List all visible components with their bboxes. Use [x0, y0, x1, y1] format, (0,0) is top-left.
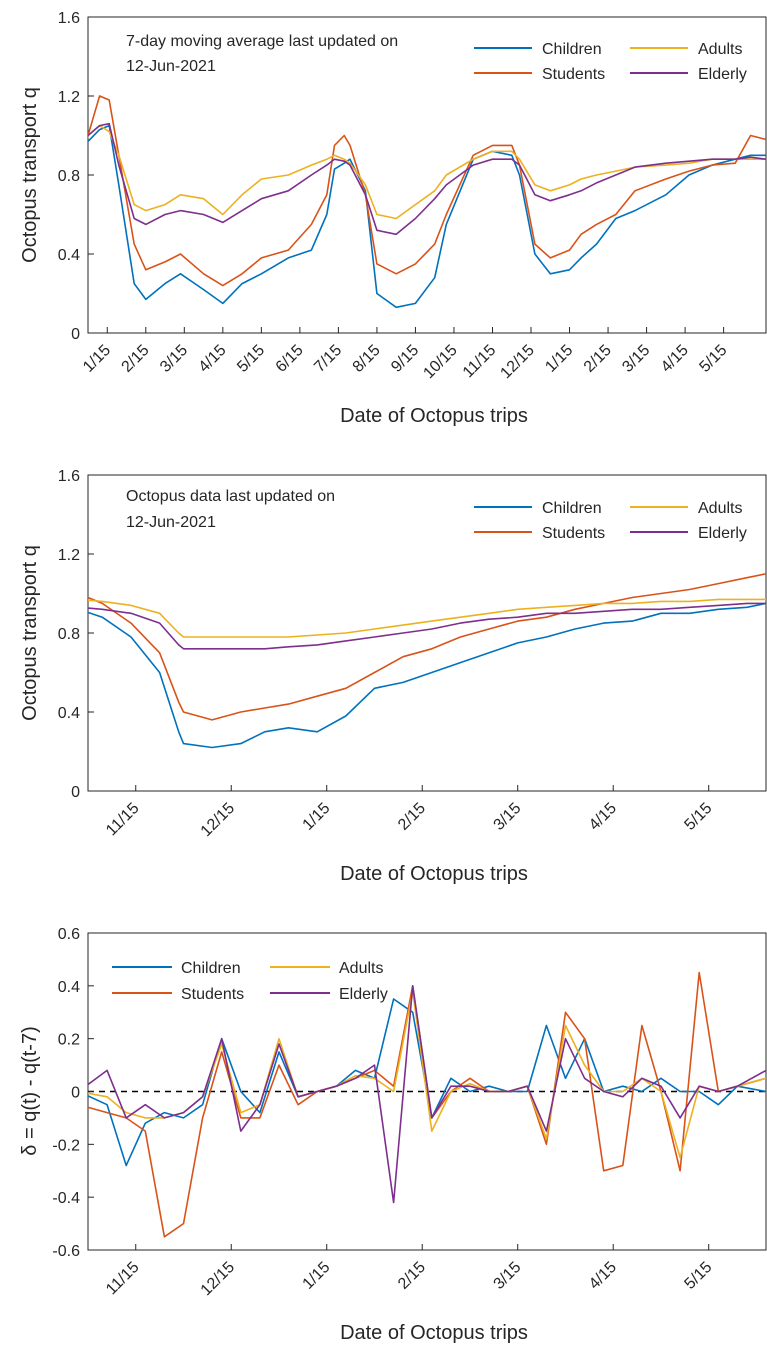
x-tick-label: 12/15	[198, 800, 238, 840]
panel-2-legend: Children Students Adults Elderly	[474, 500, 747, 542]
y-tick-label: 0.8	[58, 626, 80, 643]
panel-3-x-axis-label: Date of Octopus trips	[340, 1322, 528, 1344]
series-line-elderly	[88, 602, 766, 650]
legend-adults-label: Adults	[339, 960, 383, 977]
x-tick-label: 5/15	[696, 342, 730, 376]
legend-students-label: Students	[542, 525, 605, 542]
panel-3-series-lines	[88, 971, 766, 1238]
legend-adults-label: Adults	[698, 500, 742, 517]
x-tick-label: 1/15	[300, 1259, 334, 1293]
y-tick-label: 0.4	[58, 247, 80, 264]
x-tick-label: 8/15	[350, 342, 384, 376]
y-tick-label: 0.4	[58, 705, 80, 722]
panel-3-x-ticks: 11/15 12/15 1/15 2/15 3/15 4/15 5/15	[103, 1244, 716, 1299]
y-tick-label: 0.2	[58, 1032, 80, 1049]
x-tick-label: 1/15	[542, 342, 576, 376]
legend-elderly-label: Elderly	[339, 986, 388, 1003]
x-tick-label: 7/15	[311, 342, 345, 376]
panel-2-annotation-line-1: Octopus data last updated on	[126, 488, 335, 505]
legend-elderly-label: Elderly	[698, 66, 747, 83]
panel-1-x-ticks: 1/15 2/15 3/15 4/15 5/15 6/15 7/15 8/15 9/1510/1…	[80, 327, 731, 382]
x-tick-label: 2/15	[395, 800, 429, 834]
series-line-students	[88, 971, 766, 1238]
series-line-children	[88, 602, 766, 749]
panel-1: 00.40.81.21.6 1/15 2/15 3/15 4/15 5/15 6/15 7/…	[19, 10, 767, 427]
y-tick-label: -0.6	[52, 1243, 80, 1260]
x-tick-label: 4/15	[658, 342, 692, 376]
panel-2-series-lines	[88, 573, 766, 749]
x-tick-label: 3/15	[491, 1259, 525, 1293]
x-tick-label: 2/15	[119, 342, 153, 376]
x-tick-label: 11/15	[103, 1259, 143, 1299]
x-tick-label: 3/15	[619, 342, 653, 376]
panel-2-y-ticks: 0 0.4 0.8 1.2 1.6	[58, 468, 94, 801]
panel-1-annotation-line-2: 12-Jun-2021	[126, 58, 216, 75]
panel-2-y-axis-label: Octopus transport q	[19, 545, 41, 721]
x-tick-label: 1/15	[300, 800, 334, 834]
y-tick-label: 1.6	[58, 468, 80, 485]
x-tick-label: 5/15	[681, 1259, 715, 1293]
x-tick-label: 4/15	[586, 1259, 620, 1293]
series-line-adults	[88, 598, 766, 638]
y-tick-label: 0.4	[58, 979, 80, 996]
panel-2: 0 0.4 0.8 1.2 1.6 11/15 12/15 1/15 2/15 3/15 4/15…	[19, 468, 767, 885]
x-tick-label: 2/15	[581, 342, 615, 376]
y-tick-label: -0.2	[52, 1137, 80, 1154]
x-tick-label: 6/15	[273, 342, 307, 376]
legend-children-label: Children	[542, 500, 602, 517]
series-line-students	[88, 573, 766, 721]
y-tick-label: 1.2	[58, 547, 80, 564]
y-tick-label: 0	[71, 1085, 80, 1102]
panel-1-x-axis-label: Date of Octopus trips	[340, 405, 528, 427]
legend-students-label: Students	[181, 986, 244, 1003]
panel-3-legend: Children Students Adults Elderly	[112, 960, 388, 1003]
x-tick-label: 4/15	[196, 342, 230, 376]
panel-2-annotation-line-2: 12-Jun-2021	[126, 514, 216, 531]
y-tick-label: 0	[71, 326, 80, 343]
x-tick-label: 3/15	[157, 342, 191, 376]
y-tick-label: -0.4	[52, 1190, 80, 1207]
x-tick-label: 9/15	[388, 342, 422, 376]
x-tick-label: 12/15	[498, 342, 538, 382]
panel-1-annotation-line-1: 7-day moving average last updated on	[126, 33, 398, 50]
panel-3-y-axis-label: δ = q(t) - q(t-7)	[19, 1026, 41, 1155]
x-tick-label: 5/15	[234, 342, 268, 376]
x-tick-label: 3/15	[491, 800, 525, 834]
x-tick-label: 1/15	[80, 342, 114, 376]
legend-elderly-label: Elderly	[698, 525, 747, 542]
legend-adults-label: Adults	[698, 41, 742, 58]
legend-children-label: Children	[542, 41, 602, 58]
panel-1-y-axis-label: Octopus transport q	[19, 87, 41, 263]
y-tick-label: 1.6	[58, 10, 80, 27]
series-line-children	[88, 998, 766, 1167]
x-tick-label: 10/15	[420, 342, 460, 382]
legend-children-label: Children	[181, 960, 241, 977]
series-line-children	[88, 124, 766, 309]
series-line-adults	[88, 990, 766, 1159]
x-tick-label: 5/15	[681, 800, 715, 834]
x-tick-label: 11/15	[103, 800, 143, 840]
x-tick-label: 2/15	[395, 1259, 429, 1293]
x-tick-label: 12/15	[198, 1259, 238, 1299]
series-line-elderly	[88, 122, 766, 236]
panel-1-y-ticks: 0 0.4 0.8 1.2 1.6	[58, 10, 94, 343]
panel-1-legend: Children Students Adults Elderly	[474, 41, 747, 83]
series-line-students	[88, 95, 766, 287]
panel-3-y-ticks: -0.6 -0.4 -0.2 0 0.2 0.4 0.6	[52, 926, 94, 1260]
y-tick-label: 1.2	[58, 89, 80, 106]
series-line-elderly	[88, 984, 766, 1204]
y-tick-label: 0	[71, 784, 80, 801]
panel-1-series-lines	[88, 95, 766, 309]
panel-3: -0.6 -0.4 -0.2 0 0.2 0.4 0.6 11/15 12/15 1/15 2/1…	[19, 926, 767, 1344]
x-tick-label: 4/15	[586, 800, 620, 834]
x-tick-label: 11/15	[460, 342, 500, 382]
legend-students-label: Students	[542, 66, 605, 83]
series-line-adults	[88, 124, 766, 220]
y-tick-label: 0.8	[58, 168, 80, 185]
panel-2-x-ticks: 11/15 12/15 1/15 2/15 3/15 4/15 5/15	[103, 785, 716, 840]
panel-2-x-axis-label: Date of Octopus trips	[340, 863, 528, 885]
y-tick-label: 0.6	[58, 926, 80, 943]
